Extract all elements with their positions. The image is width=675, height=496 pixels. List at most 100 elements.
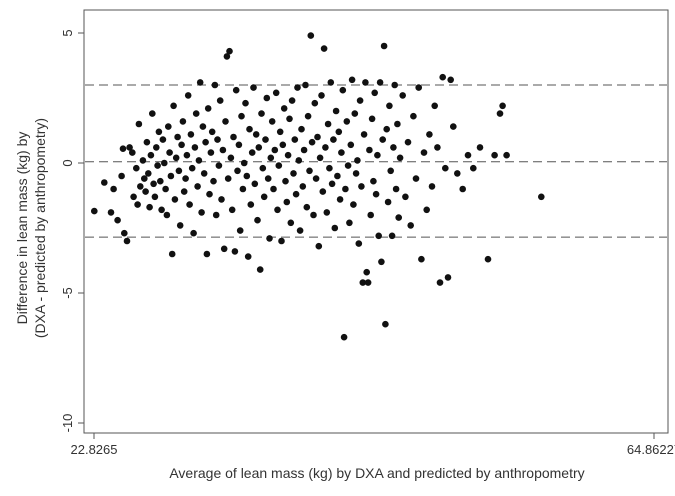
data-point bbox=[110, 186, 117, 193]
data-point bbox=[249, 149, 256, 156]
data-point bbox=[172, 196, 179, 203]
data-point bbox=[164, 212, 171, 219]
data-point bbox=[244, 173, 251, 180]
data-point bbox=[130, 194, 137, 201]
data-point bbox=[322, 144, 329, 151]
data-point bbox=[264, 95, 271, 102]
data-point bbox=[216, 162, 223, 169]
data-point bbox=[344, 118, 351, 125]
data-point bbox=[370, 178, 377, 185]
data-point bbox=[346, 220, 353, 227]
data-point bbox=[144, 139, 151, 146]
data-point bbox=[304, 204, 311, 211]
y-axis-title-line-2: (DXA - predicted by anthropometry) bbox=[32, 118, 48, 338]
data-point bbox=[362, 79, 369, 86]
data-point bbox=[439, 74, 446, 81]
data-point bbox=[253, 131, 260, 138]
data-point bbox=[286, 116, 293, 123]
data-point bbox=[282, 178, 289, 185]
data-point bbox=[459, 186, 466, 193]
data-point bbox=[272, 147, 279, 154]
data-point bbox=[230, 134, 237, 141]
data-point bbox=[189, 165, 196, 172]
data-point bbox=[288, 220, 295, 227]
data-point bbox=[312, 100, 319, 107]
data-point bbox=[354, 157, 361, 164]
data-point bbox=[385, 199, 392, 206]
data-point bbox=[292, 136, 299, 143]
data-point bbox=[162, 186, 169, 193]
data-point bbox=[349, 77, 356, 84]
data-point bbox=[332, 225, 339, 232]
data-point bbox=[454, 170, 461, 177]
data-point bbox=[190, 230, 197, 237]
data-point bbox=[165, 123, 172, 130]
data-point bbox=[120, 145, 127, 152]
data-point bbox=[317, 155, 324, 162]
data-point bbox=[154, 162, 161, 169]
data-point bbox=[210, 178, 217, 185]
data-point bbox=[410, 113, 417, 120]
data-point bbox=[153, 144, 160, 151]
data-point bbox=[257, 266, 264, 273]
data-point bbox=[361, 131, 368, 138]
data-point bbox=[237, 227, 244, 234]
data-point bbox=[212, 82, 219, 89]
data-point bbox=[209, 129, 216, 136]
data-point bbox=[221, 246, 228, 253]
data-point bbox=[168, 173, 175, 180]
data-point bbox=[402, 194, 409, 201]
data-point bbox=[193, 110, 200, 117]
data-point bbox=[421, 149, 428, 156]
data-point bbox=[497, 110, 504, 117]
data-point bbox=[142, 188, 149, 195]
data-point bbox=[192, 144, 199, 151]
data-point bbox=[297, 227, 304, 234]
data-point bbox=[213, 212, 220, 219]
data-point bbox=[188, 131, 195, 138]
data-point bbox=[166, 149, 173, 156]
data-point bbox=[181, 188, 188, 195]
data-point bbox=[198, 209, 205, 216]
data-point bbox=[348, 142, 355, 149]
data-point bbox=[137, 183, 144, 190]
data-point bbox=[242, 100, 249, 107]
data-point bbox=[182, 175, 189, 182]
data-point bbox=[353, 170, 360, 177]
plot-frame bbox=[84, 10, 668, 433]
data-point bbox=[337, 196, 344, 203]
data-point bbox=[269, 118, 276, 125]
data-point bbox=[136, 121, 143, 128]
data-point bbox=[217, 97, 224, 104]
data-point bbox=[222, 118, 229, 125]
data-point bbox=[284, 199, 291, 206]
data-point bbox=[397, 155, 404, 162]
data-point bbox=[281, 105, 288, 112]
data-point bbox=[176, 168, 183, 175]
data-point bbox=[342, 186, 349, 193]
data-point bbox=[108, 209, 115, 216]
data-point bbox=[121, 230, 128, 237]
data-point bbox=[363, 269, 370, 276]
data-point bbox=[206, 191, 213, 198]
data-point bbox=[395, 214, 402, 221]
data-point bbox=[220, 147, 227, 154]
data-point bbox=[226, 48, 233, 55]
data-point bbox=[382, 321, 389, 328]
data-point bbox=[334, 173, 341, 180]
data-point bbox=[326, 165, 333, 172]
data-point bbox=[407, 222, 414, 229]
data-point bbox=[229, 207, 236, 214]
data-point bbox=[261, 194, 268, 201]
data-point bbox=[202, 139, 209, 146]
data-point bbox=[134, 201, 141, 208]
data-point bbox=[379, 136, 386, 143]
data-point bbox=[324, 209, 331, 216]
data-point bbox=[450, 123, 457, 130]
data-point bbox=[194, 183, 201, 190]
data-point bbox=[358, 183, 365, 190]
data-point bbox=[390, 144, 397, 151]
